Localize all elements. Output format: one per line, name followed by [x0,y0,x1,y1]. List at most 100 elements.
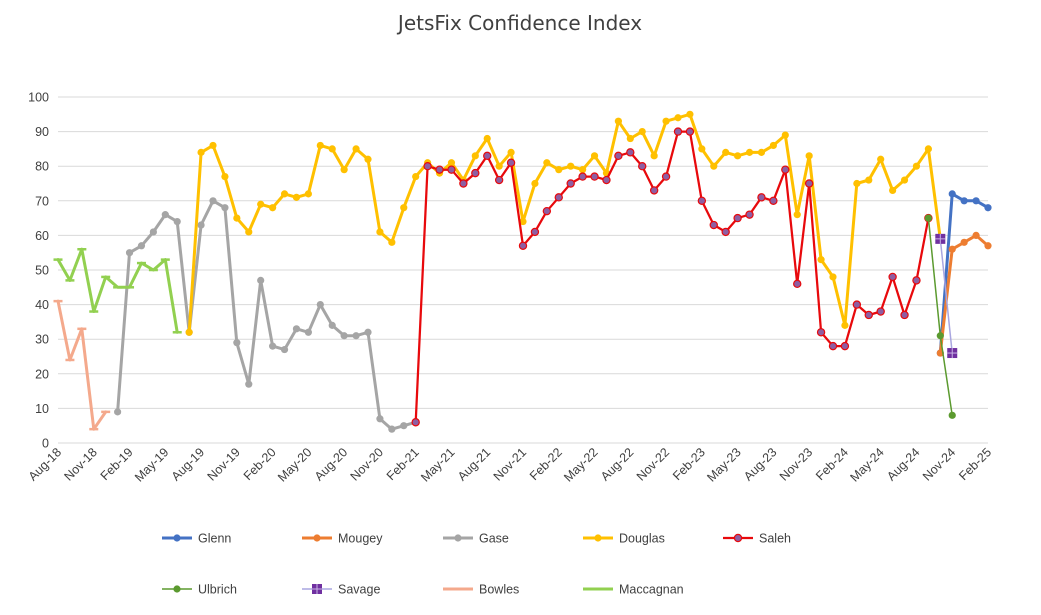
series-lines [53,110,992,433]
douglas-point [352,145,360,153]
douglas-point [877,155,885,163]
douglas-point [686,110,694,118]
glenn-line [938,192,990,355]
douglas-point [853,179,861,188]
saleh-point [876,307,885,316]
saleh-point [793,279,802,289]
saleh-point [864,310,873,320]
gase-point [257,276,265,284]
douglas-line [187,112,942,334]
saleh-point [888,272,897,282]
x-tick-label: Feb-19 [98,445,136,483]
y-tick-label: 40 [35,298,49,312]
y-tick-label: 0 [42,437,49,451]
legend-label: Mougey [338,532,383,546]
saleh-point [697,196,707,205]
saleh-point [638,161,647,171]
legend-label: Glenn [198,532,231,546]
series-mougey [936,231,992,357]
douglas-point [519,217,527,226]
x-tick-label: Feb-22 [527,445,565,483]
series-savage [935,233,958,359]
gase-point [280,345,289,354]
douglas-point [817,256,825,264]
x-tick-label: Feb-24 [813,445,851,483]
douglas-point [245,228,253,236]
x-tick-label: Aug-19 [169,445,207,483]
douglas-point [841,321,849,329]
douglas-point [400,204,408,212]
douglas-point [590,152,599,160]
gase-point [328,321,336,329]
douglas-point [185,328,193,336]
gase-point [125,249,134,257]
douglas-point [650,152,658,160]
mougey-point [984,242,992,250]
gase-point [304,328,312,336]
saleh-point [721,227,730,237]
saleh-point [483,151,492,161]
gase-point [173,217,181,226]
douglas-point [638,128,646,136]
legend-item-mougey: Mougey [302,532,383,546]
saleh-point [614,151,623,161]
x-tick-label: Feb-21 [384,445,422,483]
gase-point [400,422,408,430]
series-douglas [185,110,944,336]
saleh-point [554,193,563,202]
gridlines [58,96,988,444]
series-gase [114,197,420,433]
legend-label: Bowles [479,583,519,597]
gase-point [340,332,348,340]
douglas-point [209,141,217,150]
saleh-point [626,148,635,157]
saleh-point [494,175,504,185]
saleh-point [769,196,778,205]
mougey-point [960,238,968,246]
douglas-point [471,152,479,160]
douglas-point [555,166,563,174]
x-tick-label: May-24 [847,445,886,484]
douglas-point [495,162,503,170]
saleh-point [781,165,790,174]
ulbrich-point [948,411,956,419]
saleh-point [745,210,754,219]
legend-label: Douglas [619,532,665,546]
x-tick-label: Feb-23 [670,445,708,483]
gase-point [221,204,229,212]
mougey-point [972,231,980,239]
x-tick-label: Nov-23 [777,445,815,483]
gase-point [161,211,169,219]
x-tick-label: Nov-22 [634,445,672,483]
saleh-point [530,227,540,237]
glenn-point [173,534,181,542]
legend-item-douglas: Douglas [583,532,665,546]
saleh-point [590,172,599,181]
douglas-point [781,131,789,139]
saleh-point [685,127,695,136]
saleh-point [828,341,838,351]
x-axis: Aug-18Nov-18Feb-19May-19Aug-19Nov-19Feb-… [26,442,994,485]
ulbrich-point [173,585,181,593]
douglas-point [900,176,909,184]
glenn-point [984,204,992,212]
saleh-point [912,276,921,285]
douglas-point [769,141,777,150]
douglas-point [662,117,670,125]
douglas-point [793,211,801,219]
gase-point [114,408,122,416]
saleh-line [414,130,930,424]
douglas-point [865,176,873,184]
saleh-point [673,127,683,136]
douglas-point [483,134,491,143]
saleh-point [733,533,743,543]
douglas-point [674,114,682,122]
douglas-point [197,148,205,156]
gase-point [269,342,277,350]
legend-label: Maccagnan [619,583,684,597]
saleh-point [423,161,432,171]
douglas-point [805,152,813,160]
saleh-point [435,165,444,174]
douglas-point [280,190,289,198]
